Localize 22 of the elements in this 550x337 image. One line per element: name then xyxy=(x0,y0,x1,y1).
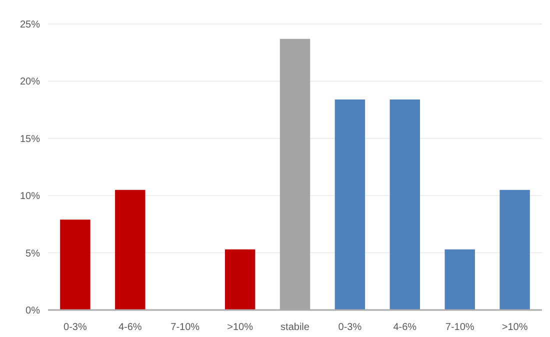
y-tick-label: 10% xyxy=(20,191,40,202)
bar xyxy=(390,100,420,310)
bar xyxy=(334,100,366,310)
bar xyxy=(500,190,530,310)
x-tick-label: 0-3% xyxy=(338,322,362,333)
y-tick-label: 15% xyxy=(20,134,40,145)
bar xyxy=(60,220,90,310)
y-tick-label: 5% xyxy=(26,248,40,260)
x-tick-label: 4-6% xyxy=(393,322,417,333)
bar xyxy=(224,249,256,310)
x-tick-label: 7-10% xyxy=(445,322,474,333)
x-tick-label: 7-10% xyxy=(170,322,200,333)
x-tick-label: >10% xyxy=(502,322,528,333)
y-tick-label: 0% xyxy=(26,306,40,316)
bar xyxy=(444,249,475,310)
x-tick-label: 4-6% xyxy=(118,322,142,333)
x-tick-label: 0-3% xyxy=(64,322,87,333)
bar xyxy=(115,190,146,310)
y-tick-label: 25% xyxy=(20,20,40,30)
x-tick-label: stabile xyxy=(280,322,310,333)
x-tick-label: >10% xyxy=(227,322,254,333)
y-tick-label: 20% xyxy=(20,76,40,88)
